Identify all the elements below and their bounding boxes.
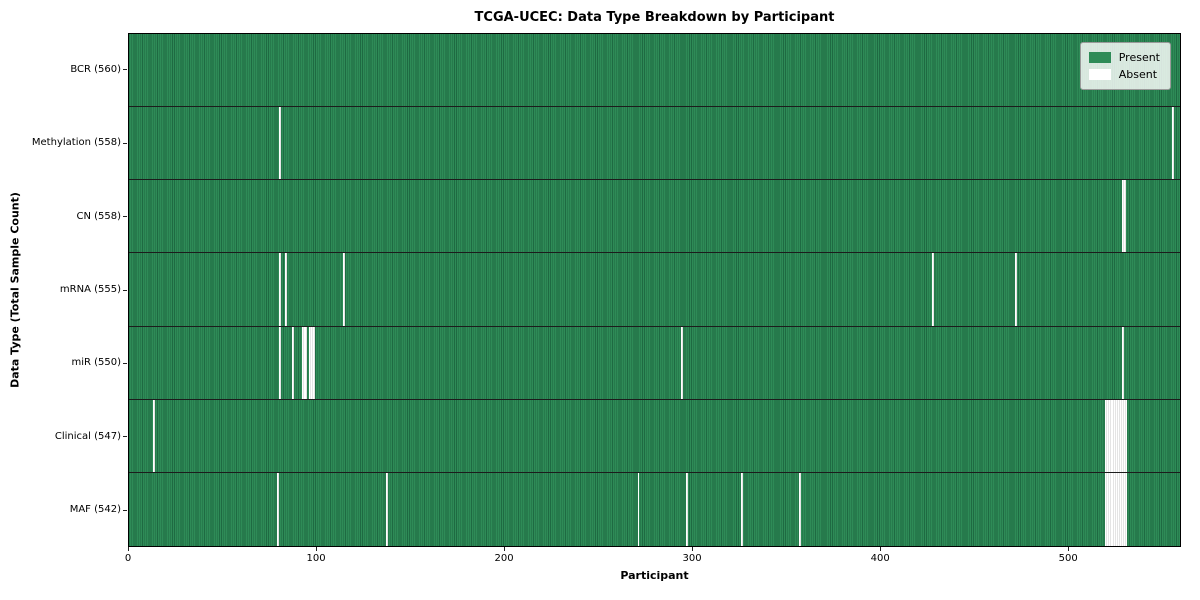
absent-stripe bbox=[342, 253, 345, 326]
absent-stripe bbox=[1110, 472, 1113, 546]
heatmap-row-MAF bbox=[129, 472, 1180, 546]
heatmap-row-BCR bbox=[129, 34, 1180, 108]
y-tick-mark bbox=[123, 216, 127, 218]
absent-swatch-icon bbox=[1088, 69, 1111, 80]
absent-stripe bbox=[1104, 472, 1107, 546]
x-tick-label: 100 bbox=[306, 553, 326, 564]
absent-stripe bbox=[932, 253, 935, 326]
absent-stripe bbox=[277, 472, 280, 546]
heatmap-row-CN bbox=[129, 180, 1180, 254]
absent-stripe bbox=[1119, 399, 1122, 472]
absent-stripe bbox=[799, 472, 801, 546]
y-tick-label-Methylation: Methylation (558) bbox=[31, 137, 121, 149]
legend-item-present: Present bbox=[1088, 49, 1160, 66]
x-tick-label: 0 bbox=[124, 553, 132, 564]
present-swatch-icon bbox=[1088, 52, 1111, 63]
absent-stripe bbox=[279, 107, 282, 180]
x-tick-label: 400 bbox=[870, 553, 890, 564]
absent-stripe bbox=[1110, 399, 1113, 472]
y-tick-mark bbox=[123, 289, 127, 291]
absent-stripe bbox=[1106, 472, 1109, 546]
x-tick-label: 300 bbox=[682, 553, 702, 564]
heatmap-rows bbox=[129, 34, 1180, 546]
absent-stripe bbox=[740, 472, 743, 546]
absent-stripe bbox=[1125, 399, 1128, 472]
absent-stripe bbox=[1121, 180, 1124, 253]
absent-stripe bbox=[1116, 399, 1119, 472]
absent-stripe bbox=[1104, 399, 1107, 472]
absent-stripe bbox=[1114, 399, 1117, 472]
absent-stripe bbox=[386, 472, 388, 546]
legend-absent-label: Absent bbox=[1118, 68, 1158, 81]
legend: Present Absent bbox=[1079, 42, 1171, 90]
y-tick-label-BCR: BCR (560) bbox=[70, 63, 121, 75]
absent-stripe bbox=[305, 326, 308, 399]
absent-stripe bbox=[292, 326, 295, 399]
heatmap-row-Clinical bbox=[129, 399, 1180, 473]
absent-stripe bbox=[279, 326, 282, 399]
x-tick-mark bbox=[315, 547, 317, 551]
y-tick-label-MAF: MAF (542) bbox=[69, 504, 121, 516]
absent-stripe bbox=[1108, 399, 1111, 472]
absent-stripe bbox=[1014, 253, 1017, 326]
y-tick-mark bbox=[123, 142, 127, 144]
absent-stripe bbox=[1121, 472, 1124, 546]
absent-stripe bbox=[1123, 180, 1126, 253]
absent-stripe bbox=[309, 326, 312, 399]
y-tick-label-Clinical: Clinical (547) bbox=[54, 430, 121, 442]
absent-stripe bbox=[1118, 399, 1120, 472]
heatmap-row-miR bbox=[129, 326, 1180, 400]
y-tick-label-mRNA: mRNA (555) bbox=[59, 284, 121, 295]
absent-stripe bbox=[1116, 472, 1119, 546]
absent-stripe bbox=[1112, 472, 1115, 546]
x-tick-mark bbox=[691, 547, 693, 551]
absent-stripe bbox=[1121, 326, 1124, 399]
absent-stripe bbox=[1119, 472, 1122, 546]
absent-stripe bbox=[1123, 399, 1126, 472]
absent-stripe bbox=[312, 326, 315, 399]
absent-stripe bbox=[303, 326, 306, 399]
absent-stripe bbox=[1172, 107, 1175, 180]
absent-stripe bbox=[1123, 472, 1126, 546]
absent-stripe bbox=[284, 253, 287, 326]
absent-stripe bbox=[680, 326, 683, 399]
chart-title: TCGA-UCEC: Data Type Breakdown by Partic… bbox=[474, 10, 835, 25]
legend-item-absent: Absent bbox=[1088, 66, 1160, 83]
absent-stripe bbox=[1112, 399, 1115, 472]
absent-stripe bbox=[1118, 472, 1120, 546]
y-tick-mark bbox=[123, 362, 127, 364]
y-tick-label-miR: miR (550) bbox=[71, 357, 121, 369]
x-tick-mark bbox=[503, 547, 505, 551]
absent-stripe bbox=[637, 472, 640, 546]
x-tick-mark bbox=[1067, 547, 1069, 551]
x-tick-mark bbox=[879, 547, 881, 551]
y-tick-mark bbox=[123, 69, 127, 71]
absent-stripe bbox=[1106, 399, 1109, 472]
absent-stripe bbox=[1121, 399, 1124, 472]
heatmap-row-Methylation bbox=[129, 107, 1180, 181]
y-tick-mark bbox=[123, 509, 127, 511]
y-tick-mark bbox=[123, 436, 127, 438]
absent-stripe bbox=[153, 399, 156, 472]
x-tick-label: 500 bbox=[1058, 553, 1078, 564]
absent-stripe bbox=[311, 326, 313, 399]
absent-stripe bbox=[1108, 472, 1111, 546]
x-axis-label: Participant bbox=[620, 569, 689, 582]
heatmap-row-mRNA bbox=[129, 253, 1180, 327]
absent-stripe bbox=[301, 326, 304, 399]
y-tick-label-CN: CN (558) bbox=[76, 210, 121, 222]
absent-stripe bbox=[279, 253, 282, 326]
absent-stripe bbox=[686, 472, 689, 546]
plot-area: Present Absent bbox=[128, 33, 1181, 547]
absent-stripe bbox=[1125, 472, 1128, 546]
x-tick-label: 200 bbox=[494, 553, 514, 564]
absent-stripe bbox=[1114, 472, 1117, 546]
legend-present-label: Present bbox=[1118, 51, 1160, 64]
x-tick-mark bbox=[127, 547, 129, 551]
